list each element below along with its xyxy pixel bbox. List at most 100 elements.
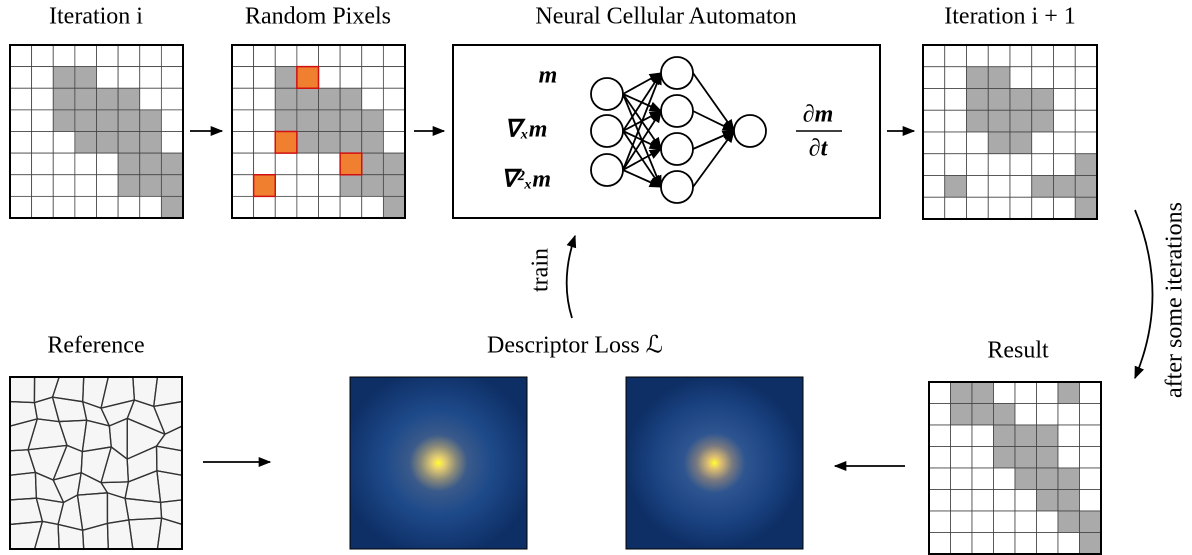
grid-cell xyxy=(988,110,1010,132)
grid-cell xyxy=(994,447,1016,469)
grid-cell xyxy=(254,88,276,110)
grid-cell xyxy=(923,176,945,198)
grid-cell xyxy=(923,110,945,132)
grid-cell xyxy=(161,67,183,89)
grid-cell xyxy=(319,110,341,132)
grid-cell xyxy=(97,67,119,89)
grid-cell xyxy=(1075,132,1097,154)
grid-cell xyxy=(232,67,254,89)
grid-cell xyxy=(1080,425,1102,447)
grid-cell xyxy=(319,88,341,110)
grid-cell xyxy=(319,175,341,197)
grid-cell xyxy=(994,382,1016,404)
grid-cell xyxy=(118,88,140,110)
neuron xyxy=(661,171,693,203)
grid-cell xyxy=(972,468,994,490)
grid-cell xyxy=(10,132,32,154)
grid-cell xyxy=(1080,404,1102,426)
grid-cell xyxy=(10,175,32,197)
grid-cell xyxy=(275,175,297,197)
grid-cell xyxy=(340,45,362,67)
grid-cell xyxy=(929,511,951,533)
grid-cell xyxy=(951,425,973,447)
grid-cell xyxy=(1058,468,1080,490)
grid-cell xyxy=(275,196,297,218)
grid-cell xyxy=(967,197,989,219)
neuron xyxy=(661,95,693,127)
grid-cell xyxy=(32,88,54,110)
grid-cell xyxy=(1054,132,1076,154)
train-label: train xyxy=(528,248,554,292)
grid-cell xyxy=(53,175,75,197)
grid-cell xyxy=(140,45,162,67)
grid-cell xyxy=(1058,533,1080,555)
grid-cell xyxy=(1032,45,1054,67)
grid-cell xyxy=(75,110,97,132)
neuron xyxy=(734,115,766,147)
grid-cell xyxy=(10,67,32,89)
grid-cell xyxy=(1054,110,1076,132)
grid-cell xyxy=(1015,425,1037,447)
input-label: ∇²ₓm xyxy=(501,167,551,193)
grid-cell xyxy=(383,110,405,132)
grid-cell xyxy=(297,132,319,154)
grid-cell xyxy=(32,67,54,89)
grid-cell xyxy=(1075,110,1097,132)
grid-cell xyxy=(1032,197,1054,219)
grid-cell xyxy=(97,110,119,132)
grid-cell xyxy=(923,67,945,89)
grid-cell xyxy=(32,110,54,132)
grid-cell xyxy=(945,110,967,132)
grid-cell xyxy=(297,175,319,197)
grid-cell xyxy=(161,132,183,154)
neuron xyxy=(661,133,693,165)
grid-cell xyxy=(972,425,994,447)
output-denominator: ∂t xyxy=(809,136,829,162)
random-pixel xyxy=(297,67,319,89)
grid-cell xyxy=(53,132,75,154)
grid-cell xyxy=(994,404,1016,426)
grid-cell xyxy=(319,153,341,175)
grid-cell xyxy=(1037,533,1059,555)
grid-cell xyxy=(340,110,362,132)
grid-cell xyxy=(945,197,967,219)
grid-cell xyxy=(1015,511,1037,533)
grid-cell xyxy=(967,110,989,132)
grid-cell xyxy=(945,89,967,111)
input-label: ∇ₓm xyxy=(505,117,548,143)
grid-cell xyxy=(118,196,140,218)
grid-cell xyxy=(988,176,1010,198)
random-pixels-title: Random Pixels xyxy=(245,4,391,30)
grid-cell xyxy=(1054,89,1076,111)
grid-cell xyxy=(10,45,32,67)
grid-cell xyxy=(161,88,183,110)
grid-cell xyxy=(967,67,989,89)
grid-cell xyxy=(297,45,319,67)
grid-cell xyxy=(161,153,183,175)
random-pixel xyxy=(340,153,362,175)
layout xyxy=(10,45,1153,554)
grid-cell xyxy=(972,533,994,555)
grid-cell xyxy=(75,196,97,218)
grid-cell xyxy=(275,45,297,67)
grid-cell xyxy=(967,89,989,111)
grid-cell xyxy=(994,425,1016,447)
grid-cell xyxy=(340,175,362,197)
grid-cell xyxy=(118,110,140,132)
grid-cell xyxy=(118,153,140,175)
grid-cell xyxy=(75,88,97,110)
grid-cell xyxy=(988,89,1010,111)
grid-cell xyxy=(140,110,162,132)
grid-cell xyxy=(994,468,1016,490)
grid-cell xyxy=(923,132,945,154)
grid-cell xyxy=(75,175,97,197)
grid-cell xyxy=(1032,89,1054,111)
grid-cell xyxy=(75,153,97,175)
grid-cell xyxy=(10,153,32,175)
grid-cell xyxy=(988,154,1010,176)
grid-cell xyxy=(53,110,75,132)
grid-cell xyxy=(254,110,276,132)
grid-cell xyxy=(1075,197,1097,219)
grid-cell xyxy=(1037,511,1059,533)
grid-cell xyxy=(362,88,384,110)
